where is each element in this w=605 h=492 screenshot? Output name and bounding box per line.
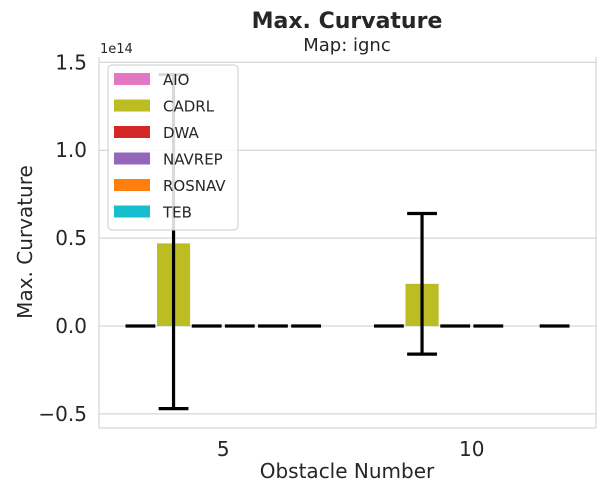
legend-label-dwa: DWA	[163, 124, 200, 142]
legend-swatch-cadrl	[114, 99, 150, 112]
y-axis-label: Max. Curvature	[13, 165, 37, 319]
x-tick-label: 5	[217, 437, 230, 461]
y-offset-label: 1e14	[100, 42, 133, 57]
x-tick-label: 10	[459, 437, 484, 461]
legend-label-teb: TEB	[162, 204, 192, 222]
y-tick-label: 0.0	[55, 314, 87, 338]
chart-title: Max. Curvature	[252, 9, 443, 34]
legend-swatch-navrep	[114, 152, 150, 165]
legend-swatch-rosnav	[114, 179, 150, 191]
legend: AIO CADRL DWA NAVREP ROSNAV TEB	[107, 64, 239, 231]
x-axis-label: Obstacle Number	[260, 459, 435, 483]
y-tick-label: 1.0	[55, 138, 87, 162]
legend-swatch-teb	[114, 205, 150, 218]
legend-swatch-dwa	[114, 126, 150, 138]
legend-label-rosnav: ROSNAV	[163, 177, 226, 195]
legend-swatch-aio	[114, 73, 150, 85]
legend-label-navrep: NAVREP	[163, 151, 223, 169]
plot-area: −0.5 0.0 0.5 1.0 1.5 5 10	[38, 50, 597, 461]
y-tick-label: 1.5	[55, 50, 87, 74]
legend-label-cadrl: CADRL	[163, 98, 215, 116]
legend-label-aio: AIO	[163, 71, 190, 89]
y-tick-label: −0.5	[38, 402, 87, 426]
y-tick-label: 0.5	[55, 226, 87, 250]
chart-subtitle: Map: ignc	[303, 35, 391, 56]
